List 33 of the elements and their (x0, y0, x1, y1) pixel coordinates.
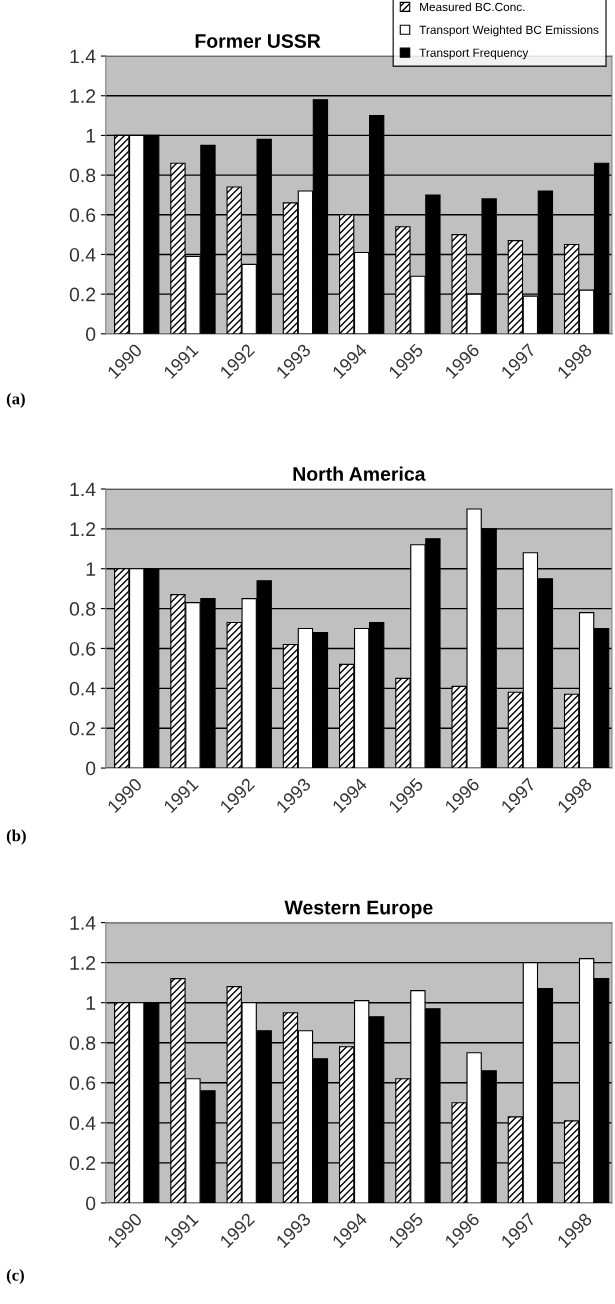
y-tick-label: 0.8 (69, 602, 96, 616)
chart-title: Former USSR (195, 34, 321, 48)
y-tick-label: 1 (86, 562, 96, 576)
y-tick-label: 0 (86, 761, 96, 776)
chart-title: Western Europe (284, 900, 433, 919)
y-tick-label: 0.6 (69, 641, 96, 656)
y-tick-label: 0.6 (69, 1076, 96, 1091)
y-tick-label: 0.4 (69, 1116, 96, 1131)
legend-label: Measured BC.Conc. (420, 2, 525, 12)
y-tick-label: 1.4 (70, 49, 96, 64)
y-tick-label: 0 (86, 327, 96, 342)
text: (c) (6, 1268, 24, 1285)
y-tick-label: 1 (86, 996, 96, 1010)
y-tick-label: 0.8 (69, 168, 96, 183)
chart-title: North America (293, 466, 426, 481)
y-tick-label: 0.2 (69, 287, 96, 302)
y-tick-label: 0.2 (69, 721, 96, 736)
text: (a) (6, 392, 25, 408)
legend-label: Transport Weighted BC Emissions (419, 25, 599, 37)
y-tick-label: 1.2 (70, 956, 96, 970)
text: (b) (6, 829, 26, 845)
y-tick-label: 0.4 (69, 247, 96, 262)
y-tick-label: 0.6 (69, 208, 96, 223)
y-tick-label: 0.4 (69, 681, 96, 696)
legend-label: Transport Frequency (419, 48, 529, 60)
y-tick-label: 1.4 (70, 916, 96, 930)
y-tick-label: 1.2 (70, 522, 96, 536)
y-tick-label: 0.8 (69, 1036, 96, 1050)
y-tick-label: 1.2 (70, 89, 96, 103)
y-tick-label: 1.4 (70, 482, 96, 497)
y-tick-label: 0 (86, 1196, 96, 1211)
y-tick-label: 0.2 (69, 1156, 96, 1171)
y-tick-label: 1 (86, 129, 96, 143)
